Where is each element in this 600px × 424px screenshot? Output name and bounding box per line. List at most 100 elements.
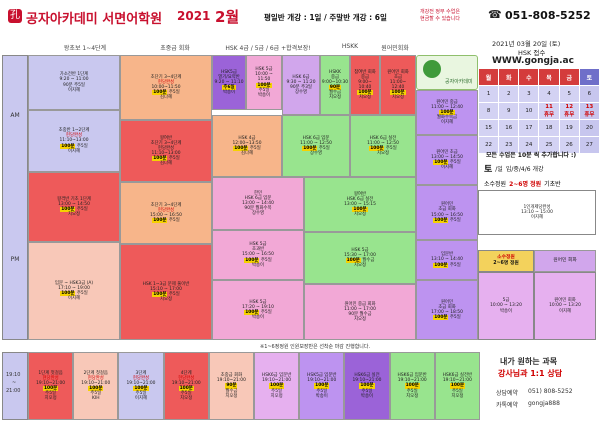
class-cell-d5[interactable]: HSK 5급 15:30 ~ 17:00 100분 월수금 치오정	[304, 232, 416, 284]
calendar-day: 2	[498, 85, 520, 103]
class-cell-d1[interactable]: HSKK 중급 9:00~10:30 90분 월수금 치오정	[320, 55, 350, 115]
class-cell-a2[interactable]: 초중반 1~2단계 현당완성 11:10~13:00 100분 주5일 이지혜	[28, 110, 120, 172]
class-cell-a4[interactable]: 입문 ~ HSK3급 (A) 17:10 ~ 19:00 100분 주5일 이지혜	[28, 242, 120, 340]
calendar-day: 19	[558, 119, 580, 137]
class-cell-d2[interactable]: 참여반 회화 중급 9:00~ 10:40 100분 치오정	[350, 55, 380, 115]
logo-text: 공자아카데미 서면어학원	[26, 12, 163, 27]
notice-line-2: 현금할 수 있습니다	[420, 16, 460, 22]
class-cell-c4[interactable]: HSK 4급 12:00~13:50 100분 주5일 김다혜	[212, 115, 282, 177]
class-cell-b1[interactable]: 초단기 3~4단계 현당완성 10:00~11:50 100분 주5일 김다혜	[120, 55, 212, 120]
row-label-am: AM	[10, 112, 20, 119]
class-cell-c3[interactable]: HSK 6급 9:30 ~ 11:20 90분 주3일 장수영	[282, 55, 320, 115]
class-cell-c5[interactable]: HSK 6급 입문 11:00 ~ 12:50 100분 주5일 장수영	[282, 115, 350, 177]
class-cell-c7[interactable]: HSK 5급 초과반 15:00 ~ 16:50 100분 주5일 박송이	[212, 230, 304, 280]
col-header-hsk: HSK 4급 / 5급 / 6급 +합격보장!	[225, 45, 311, 52]
evening-class-cell[interactable]: HSK5급 입문반 19:10~21:00 100분 주5일 박송이	[299, 352, 345, 420]
calendar-head-cell: 수	[518, 68, 540, 86]
evening-class-cell[interactable]: 초중급 회화 19:10~21:00 90분 월수금 치오정	[208, 352, 254, 420]
calendar-day: 16	[498, 119, 520, 137]
illustration-badge: 공자아카데미	[416, 55, 478, 90]
class-cell-a3[interactable]: 왕격반 기초 1단계 13:00 ~ 14:50 100분 주5일 치오정	[28, 172, 120, 242]
calendar-day: 26	[558, 136, 580, 154]
small-box-header: 소수정원 2~6명 정원	[478, 250, 534, 272]
small-class-title: 소수정원	[484, 180, 507, 188]
consult-phone[interactable]: 051) 808-5252	[528, 388, 573, 395]
class-cell-e2[interactable]: 원어민 중급 11:00 ~ 12:40 100분 월화수목금 이지혜	[416, 90, 478, 135]
class-cell-a1[interactable]: 가소전반 1단계 9:20 ~ 11:00 90분 주5일 이지혜	[28, 55, 120, 110]
class-cell-d4[interactable]: 왕여반 HSK 6급 실전 13:00 ~ 15:15 100분 치오정	[304, 177, 416, 232]
calendar-day: 12 휴무	[558, 102, 580, 120]
logo-icon: 孔	[8, 9, 22, 23]
calendar-head-cell: 토	[578, 68, 600, 86]
all-class-note: 모든 수업은 10분 씩 추가합니다 :)	[486, 152, 577, 159]
calendar-day: 24	[518, 136, 540, 154]
calendar-head-cell: 월	[477, 68, 500, 86]
header-bar: 孔 공자아카데미 서면어학원 2021 2월 평일반 개강 : 1일 / 주말반…	[0, 0, 600, 38]
class-cell-d3[interactable]: HSK 6급 실전 11:00 ~ 12:50 100분 주5일 치오정	[350, 115, 416, 177]
class-cell-c2[interactable]: HSK 5급 10:00 ~11:50 100분 주5일 박송이	[246, 55, 282, 110]
consult-subtitle: 강사님과 1:1 상담	[498, 369, 563, 378]
calendar-day: 6	[578, 85, 600, 103]
small-class-cell[interactable]: 1인개제당완성 13:10 ~ 15:00 이지혜	[478, 190, 596, 235]
class-cell-e4[interactable]: 원어민 초급 회화 15:00 ~ 16:50 100분 주5일	[416, 185, 478, 240]
evening-row: 1단계 첫걸음 현당완성 19:10~21:00 100분 주5일 치오정 2단계 첫걸음 현…	[28, 352, 480, 420]
sidebar-web[interactable]: WWW.gongja.ac	[492, 56, 574, 66]
evening-class-cell[interactable]: 4단계 현당완성 19:10~21:00 100분 주5일 치오정	[163, 352, 209, 420]
evening-time-dash: ~	[12, 380, 17, 386]
class-cell-c8[interactable]: HSK 5급 17:20 ~ 19:10 100분 주5일 박송이	[212, 280, 304, 340]
weekday-open-info: 평일반 개강 : 1일 / 주말반 개강 : 6일	[264, 13, 387, 22]
calendar-day: 18	[538, 119, 560, 137]
evening-class-cell[interactable]: 3단계 현당완성 19:10~21:00 100분 주5일 이지혜	[118, 352, 164, 420]
consult-reserve-label: 상담예약	[496, 390, 519, 397]
class-cell-b2[interactable]: 왕여반 초단기 3~4단계 현당완성 11:10~13:00 100분 주5일 김다혜	[120, 120, 212, 182]
class-cell-d6[interactable]: 원어민 중급 회화 11:00 ~ 17:00 90분 월수금 치오정	[304, 284, 416, 340]
box-class-1[interactable]: 5급 10:00 ~ 13:20 박송이	[478, 272, 534, 340]
calendar-day: 23	[498, 136, 520, 154]
class-cell-e5[interactable]: 입문반 13:10 ~ 14:40 100분 주5일	[416, 240, 478, 280]
evening-class-cell[interactable]: 2단계 첫걸음 현당완성 19:10~21:00 100분 주5일 KIH	[73, 352, 119, 420]
calendar-day: 5	[558, 85, 580, 103]
phone-icon: ☎	[488, 8, 502, 21]
saturday-days: /일	[495, 165, 503, 173]
calendar-head-cell: 화	[498, 68, 520, 86]
col-header-hskk: HSKK	[341, 43, 359, 50]
calendar-day: 27	[578, 136, 600, 154]
header-phone[interactable]: 051-808-5252	[505, 9, 591, 22]
consult-box: 내가 원하는 과목 강사님과 1:1 상담 상담예약 051) 808-5252…	[480, 352, 596, 420]
evening-label-bg	[2, 352, 28, 420]
evening-class-cell[interactable]: HSK6급 실전 19:10~21:00 100분 주5일 박송이	[344, 352, 390, 420]
consult-title: 내가 원하는 과목	[500, 357, 558, 366]
calendar-day: 10	[518, 102, 540, 120]
calendar-day: 20	[578, 119, 600, 137]
class-cell-c6[interactable]: 한민 HSK 6급 입문 13:00 ~ 14:40 90분 월화수목 장수영	[212, 177, 304, 230]
evening-class-cell[interactable]: HSK6급 입문반 19:10~21:00 100분 주5일 치오정	[254, 352, 300, 420]
evening-time-end: 21:00	[6, 388, 21, 394]
class-cell-b4[interactable]: HSK 1~3급 문제 풀이반 15:10 ~ 17:00 100분 주5일 치오정	[120, 244, 212, 340]
col-header-native: 원어민회화	[381, 45, 409, 52]
row-label-pm: PM	[10, 256, 20, 263]
col-header-beginner: 왕초보 1~4단계	[63, 45, 107, 52]
calendar-day: 4	[538, 85, 560, 103]
illustration-icon	[423, 60, 441, 78]
evening-class-cell[interactable]: 1단계 첫걸음 현당완성 19:10~21:00 100분 주5일 치오정	[28, 352, 74, 420]
native-box-header: 원어민 회화	[534, 250, 596, 272]
class-cell-c1[interactable]: HSK5급 열기/요약반 9:20 ~ 11:10 주6일 박송이	[212, 55, 246, 110]
small-class-header: 소수정원 2~6명 정원 기초반	[484, 178, 596, 188]
sidebar-hsk: HSK 접수	[518, 49, 546, 57]
kakao-id[interactable]: gongja888	[528, 400, 560, 407]
header-year: 2021	[177, 9, 211, 23]
calendar-day: 25	[538, 136, 560, 154]
evening-class-cell[interactable]: HSK6급 실전반 19:10~21:00 100분 주5일 치오정	[434, 352, 480, 420]
box-class-2[interactable]: 원어민 회화 10:00 ~ 13:20 이지혜	[534, 272, 596, 340]
small-class-basic: 기초반	[544, 180, 561, 188]
class-cell-b3[interactable]: 초단기 3~4단계 현당완성 15:00 ~ 16:50 100분 주5일	[120, 182, 212, 244]
col-header-conversation: 초중급 회화	[160, 45, 190, 52]
class-cell-e1[interactable]: 원어민 회화 초급 11:00~ 12:40 100분 치오정	[380, 55, 416, 115]
calendar-day: 8	[477, 102, 500, 120]
saturday-label: 토	[484, 164, 493, 175]
class-cell-e6[interactable]: 원어민 초급 회화 17:00 ~ 18:50 100분 주5일	[416, 280, 478, 340]
class-cell-e3[interactable]: 원어민 초급 13:00 ~ 14:50 100분 주5일 이지혜	[416, 135, 478, 185]
evening-class-cell[interactable]: HSK6급 입문반 19:10~21:00 100분 주5일 치오정	[389, 352, 435, 420]
